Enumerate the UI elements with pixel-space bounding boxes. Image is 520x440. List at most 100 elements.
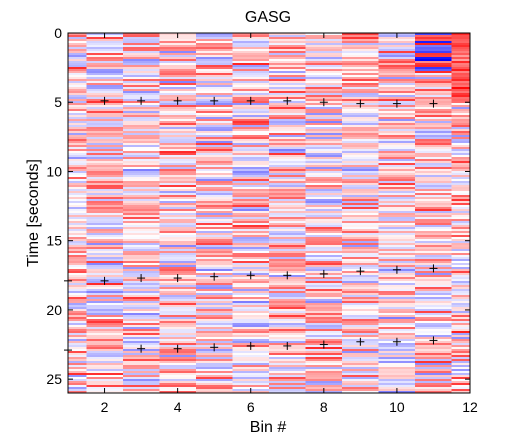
heatmap-cell: [86, 137, 123, 139]
heatmap-cell: [232, 235, 269, 237]
heatmap-cell: [195, 265, 233, 267]
heatmap-cell: [378, 285, 416, 287]
heatmap-cell: [232, 71, 269, 73]
heatmap-cell: [378, 157, 416, 159]
heatmap-cell: [269, 239, 306, 241]
heatmap-cell: [159, 151, 196, 153]
heatmap-cell: [378, 235, 416, 237]
heatmap-cell: [68, 325, 87, 327]
heatmap-cell: [378, 297, 416, 299]
heatmap-cell: [451, 265, 470, 267]
heatmap-cell: [378, 153, 416, 155]
heatmap-cell: [195, 165, 233, 167]
heatmap-cell: [415, 367, 452, 369]
heatmap-cell: [86, 359, 123, 361]
heatmap-cell: [86, 117, 123, 119]
heatmap-cell: [451, 373, 470, 375]
heatmap-cell: [305, 187, 343, 189]
heatmap-cell: [122, 257, 160, 259]
heatmap-cell: [305, 277, 343, 279]
heatmap-cell: [269, 355, 306, 357]
heatmap-cell: [86, 177, 123, 179]
heatmap-cell: [451, 307, 470, 309]
heatmap-cell: [232, 63, 269, 65]
heatmap-cell: [159, 223, 196, 225]
heatmap-cell: [451, 325, 470, 327]
heatmap-cell: [415, 273, 452, 275]
heatmap-cell: [68, 137, 87, 139]
heatmap-cell: [342, 345, 379, 347]
heatmap-cell: [305, 355, 343, 357]
heatmap-cell: [451, 181, 470, 183]
heatmap-cell: [159, 127, 196, 129]
heatmap-cell: [122, 45, 160, 47]
heatmap-cell: [232, 263, 269, 265]
heatmap-cell: [378, 215, 416, 217]
heatmap-cell: [451, 303, 470, 305]
heatmap-cell: [305, 209, 343, 211]
heatmap-cell: [68, 135, 87, 137]
heatmap-cell: [159, 119, 196, 121]
heatmap-cell: [451, 37, 470, 39]
heatmap-cell: [195, 313, 233, 315]
heatmap-cell: [451, 387, 470, 389]
heatmap-cell: [269, 171, 306, 173]
heatmap-cell: [195, 331, 233, 333]
heatmap-cell: [86, 305, 123, 307]
onset-marker: [137, 344, 146, 353]
heatmap-cell: [159, 219, 196, 221]
heatmap-cell: [451, 41, 470, 43]
heatmap-cell: [342, 389, 379, 391]
heatmap-cell: [122, 67, 160, 69]
heatmap-cell: [86, 317, 123, 319]
heatmap-cell: [415, 359, 452, 361]
heatmap-cell: [195, 75, 233, 77]
heatmap-cell: [159, 343, 196, 345]
heatmap-cell: [86, 201, 123, 203]
heatmap-cell: [159, 87, 196, 89]
heatmap-cell: [378, 289, 416, 291]
heatmap-cell: [378, 353, 416, 355]
heatmap-cell: [159, 301, 196, 303]
heatmap-cell: [451, 237, 470, 239]
heatmap-cell: [415, 55, 452, 57]
heatmap-cell: [305, 299, 343, 301]
heatmap-cell: [122, 201, 160, 203]
heatmap-cell: [451, 379, 470, 381]
heatmap-cell: [232, 375, 269, 377]
heatmap-cell: [342, 127, 379, 129]
heatmap-cell: [159, 385, 196, 387]
heatmap-cell: [415, 217, 452, 219]
heatmap-cell: [159, 339, 196, 341]
x-tick-label: 4: [174, 399, 182, 415]
heatmap-cell: [86, 311, 123, 313]
heatmap-cell: [378, 325, 416, 327]
heatmap-cell: [342, 199, 379, 201]
heatmap-cell: [122, 239, 160, 241]
heatmap-cell: [378, 111, 416, 113]
heatmap-cell: [232, 143, 269, 145]
heatmap-cell: [159, 255, 196, 257]
heatmap-cell: [378, 161, 416, 163]
heatmap-cell: [86, 337, 123, 339]
heatmap-cell: [451, 297, 470, 299]
heatmap-cell: [195, 169, 233, 171]
heatmap-cell: [451, 391, 470, 393]
heatmap-cell: [305, 141, 343, 143]
heatmap-cell: [378, 69, 416, 71]
heatmap-cell: [342, 295, 379, 297]
heatmap-cell: [232, 285, 269, 287]
heatmap-cell: [415, 159, 452, 161]
heatmap-cell: [232, 209, 269, 211]
heatmap-cell: [305, 87, 343, 89]
heatmap-cell: [232, 293, 269, 295]
heatmap-cell: [378, 311, 416, 313]
heatmap-cell: [342, 327, 379, 329]
heatmap-cell: [342, 39, 379, 41]
heatmap-cell: [68, 129, 87, 131]
heatmap-cell: [159, 369, 196, 371]
heatmap-cell: [415, 321, 452, 323]
heatmap-cell: [451, 77, 470, 79]
heatmap-cell: [159, 181, 196, 183]
heatmap-cell: [68, 91, 87, 93]
